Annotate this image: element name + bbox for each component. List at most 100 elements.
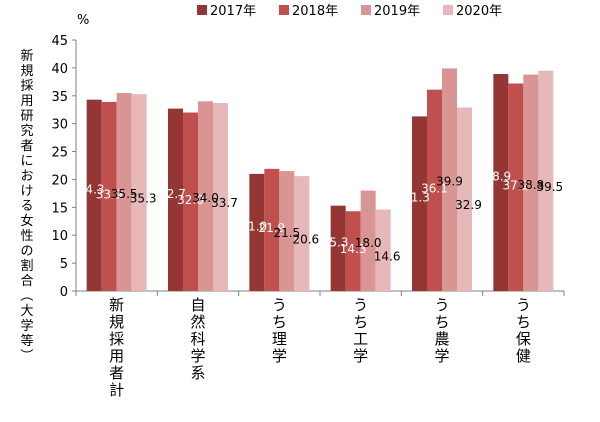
category-label-char: 規 (109, 313, 124, 331)
category-label-char: う (353, 296, 368, 314)
data-label: 39.9 (436, 175, 463, 189)
category-label-char: 科 (190, 330, 205, 348)
y-axis-label-char: 研 (20, 109, 33, 124)
data-label: 37.2 (502, 178, 529, 192)
category-label-char: 健 (516, 347, 531, 365)
data-label: 14.6 (374, 249, 401, 263)
legend-swatch (361, 5, 371, 15)
category-label-char: ち (272, 313, 287, 331)
y-axis-label-char: 用 (20, 94, 33, 109)
data-label: 31.3 (403, 191, 430, 205)
category-label-char: う (272, 296, 287, 314)
category-label-char: う (516, 296, 531, 314)
category-label-char: 保 (516, 330, 531, 348)
bar (249, 173, 265, 291)
y-tick-label: 35 (51, 90, 68, 105)
y-tick-label: 30 (51, 118, 68, 133)
y-axis-label-char: に (20, 154, 33, 169)
bar (412, 116, 427, 291)
category-label-char: 理 (272, 330, 287, 348)
bar (523, 74, 539, 292)
data-label: 21.0 (240, 219, 267, 233)
y-axis-label-char: け (20, 184, 33, 199)
y-axis-label-char: 大 (20, 304, 33, 319)
bar (168, 108, 183, 292)
category-label-char: 採 (109, 330, 124, 348)
bar (493, 74, 509, 291)
bar (213, 103, 228, 291)
data-label: 18.0 (355, 236, 382, 250)
data-label: 38.9 (484, 170, 511, 184)
legend-swatch (279, 5, 289, 15)
bar (330, 205, 346, 291)
category-label-char: 学 (434, 347, 449, 365)
data-label: 35.3 (130, 192, 157, 206)
y-tick-label: 0 (60, 285, 68, 300)
y-tick-label: 40 (51, 62, 68, 77)
data-label: 34.3 (78, 182, 105, 196)
category-label-char: 新 (109, 296, 124, 314)
y-axis-label-char: （ (18, 288, 33, 301)
y-axis-label-char: 女 (20, 213, 33, 229)
category-label-char: 系 (190, 364, 205, 382)
bar (198, 101, 213, 291)
bar (116, 92, 132, 291)
data-label: 35.5 (111, 187, 138, 201)
data-label: 33.9 (96, 187, 123, 201)
bar (294, 176, 310, 291)
bar (538, 70, 554, 291)
category-label-char: 用 (109, 347, 124, 365)
y-axis-label-char: ） (18, 348, 33, 361)
axes: 0 5 10 15 20 25 30 35 40 45 (51, 34, 565, 300)
data-label: 20.6 (292, 233, 319, 247)
y-axis-label-char: 者 (20, 139, 33, 154)
category-label-char: 工 (353, 330, 368, 348)
data-label: 36.1 (421, 181, 448, 195)
bar (442, 68, 457, 292)
category-label-char: 学 (272, 347, 287, 365)
y-axis-label-char: の (20, 244, 33, 259)
y-unit-label: % (77, 13, 89, 28)
category-label-char: 自 (190, 296, 205, 314)
legend-label: 2020年 (456, 4, 502, 19)
y-tick-label: 20 (51, 173, 68, 188)
y-axis-label-char: 等 (20, 333, 33, 349)
data-label: 39.5 (536, 180, 563, 194)
bar (183, 112, 198, 291)
y-axis-label-char: 究 (20, 124, 33, 139)
bar (508, 83, 524, 291)
y-axis-label-char: 割 (20, 258, 33, 274)
bars (86, 68, 554, 292)
data-label: 14.3 (340, 242, 367, 256)
data-label: 21.5 (273, 226, 300, 240)
y-axis-label-char: 採 (20, 79, 33, 94)
category-label-char: 学 (190, 347, 205, 365)
data-label: 32.7 (159, 187, 186, 201)
category-label-char: 学 (353, 347, 368, 365)
y-tick-label: 45 (51, 34, 68, 49)
legend-label: 2018年 (292, 4, 338, 19)
y-axis-label-char: お (20, 169, 33, 184)
data-label: 21.9 (258, 221, 285, 235)
y-axis-label-char: る (20, 199, 33, 214)
category-label-char: 計 (109, 381, 124, 399)
bar (264, 168, 280, 291)
y-axis-label-char: 規 (20, 64, 33, 79)
category-label-char: 者 (109, 364, 124, 382)
legend-label: 2017年 (210, 4, 256, 19)
data-label: 38.8 (517, 178, 544, 192)
bar (457, 107, 472, 291)
category-label-char: ち (353, 313, 368, 331)
bar (131, 94, 147, 291)
category-label-char: う (434, 296, 449, 314)
category-label-char: ち (516, 313, 531, 331)
legend-swatch (197, 5, 207, 15)
legend-label: 2019年 (374, 4, 420, 19)
data-label: 33.7 (211, 196, 238, 210)
bar (345, 211, 361, 291)
y-axis-label-char: 新 (20, 48, 33, 64)
legend: 2017年 2018年 2019年 2020年 (197, 4, 502, 19)
bar (86, 99, 102, 291)
